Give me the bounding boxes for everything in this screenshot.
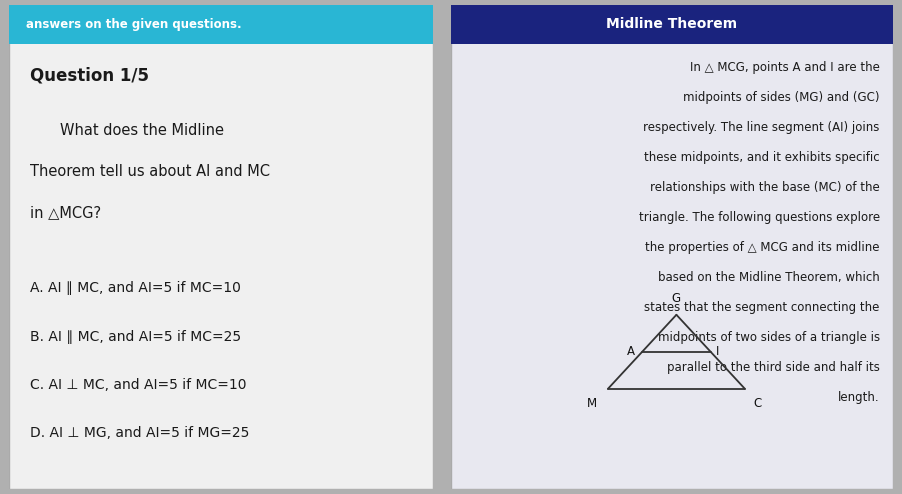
Text: C: C: [753, 397, 761, 410]
Text: the properties of △ MCG and its midline: the properties of △ MCG and its midline: [645, 241, 879, 254]
Text: in △MCG?: in △MCG?: [31, 206, 101, 221]
Text: G: G: [672, 292, 681, 305]
Text: A. AI ∥ MC, and AI=5 if MC=10: A. AI ∥ MC, and AI=5 if MC=10: [31, 281, 241, 295]
Text: A: A: [627, 345, 635, 358]
Text: based on the Midline Theorem, which: based on the Midline Theorem, which: [658, 271, 879, 284]
Text: What does the Midline: What does the Midline: [60, 124, 224, 138]
Text: Theorem tell us about AI and MC: Theorem tell us about AI and MC: [31, 165, 271, 179]
FancyBboxPatch shape: [9, 5, 433, 43]
Text: I: I: [716, 345, 720, 358]
Text: midpoints of two sides of a triangle is: midpoints of two sides of a triangle is: [658, 331, 879, 344]
Text: relationships with the base (MC) of the: relationships with the base (MC) of the: [650, 181, 879, 194]
Text: In △ MCG, points A and I are the: In △ MCG, points A and I are the: [690, 61, 879, 74]
Text: D. AI ⊥ MG, and AI=5 if MG=25: D. AI ⊥ MG, and AI=5 if MG=25: [31, 426, 250, 440]
Text: M: M: [587, 397, 597, 410]
Text: midpoints of sides (MG) and (GC): midpoints of sides (MG) and (GC): [683, 90, 879, 104]
Text: answers on the given questions.: answers on the given questions.: [26, 18, 242, 31]
FancyBboxPatch shape: [451, 5, 893, 43]
Text: states that the segment connecting the: states that the segment connecting the: [644, 301, 879, 314]
Text: Question 1/5: Question 1/5: [31, 66, 149, 84]
Text: Midline Theorem: Midline Theorem: [606, 17, 738, 31]
Text: length.: length.: [838, 391, 879, 404]
Text: C. AI ⊥ MC, and AI=5 if MC=10: C. AI ⊥ MC, and AI=5 if MC=10: [31, 378, 247, 392]
Text: parallel to the third side and half its: parallel to the third side and half its: [667, 361, 879, 374]
FancyBboxPatch shape: [9, 5, 433, 489]
Text: triangle. The following questions explore: triangle. The following questions explor…: [639, 211, 879, 224]
Text: respectively. The line segment (AI) joins: respectively. The line segment (AI) join…: [643, 121, 879, 134]
FancyBboxPatch shape: [451, 5, 893, 489]
Text: B. AI ∥ MC, and AI=5 if MC=25: B. AI ∥ MC, and AI=5 if MC=25: [31, 329, 242, 343]
Text: these midpoints, and it exhibits specific: these midpoints, and it exhibits specifi…: [644, 151, 879, 164]
